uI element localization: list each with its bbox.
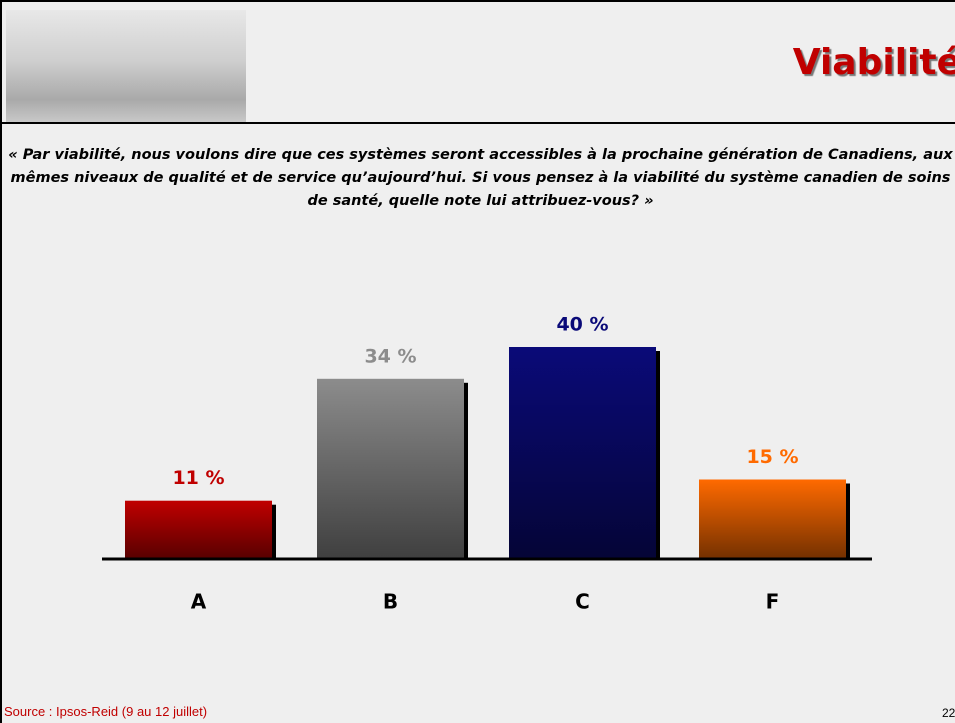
bar-shade <box>125 501 272 559</box>
x-tick-label: F <box>766 590 780 614</box>
bar-shade <box>509 347 656 559</box>
bar-shade <box>699 480 846 560</box>
bar-shade <box>317 379 464 559</box>
x-tick-label: B <box>383 590 398 614</box>
slide: Viabilité « Par viabilité, nous voulons … <box>0 0 955 723</box>
x-tick-label: C <box>575 590 590 614</box>
source-note: Source : Ipsos-Reid (9 au 12 juillet) <box>4 704 207 719</box>
chart: 11 % A 34 % B 40 % C 15 % F <box>2 2 955 723</box>
value-label: 15 % <box>746 446 798 468</box>
x-tick-label: A <box>191 590 207 614</box>
value-label: 11 % <box>172 467 224 489</box>
value-label: 34 % <box>364 345 416 367</box>
value-label: 40 % <box>556 314 608 336</box>
page-number: 22 <box>942 706 955 720</box>
